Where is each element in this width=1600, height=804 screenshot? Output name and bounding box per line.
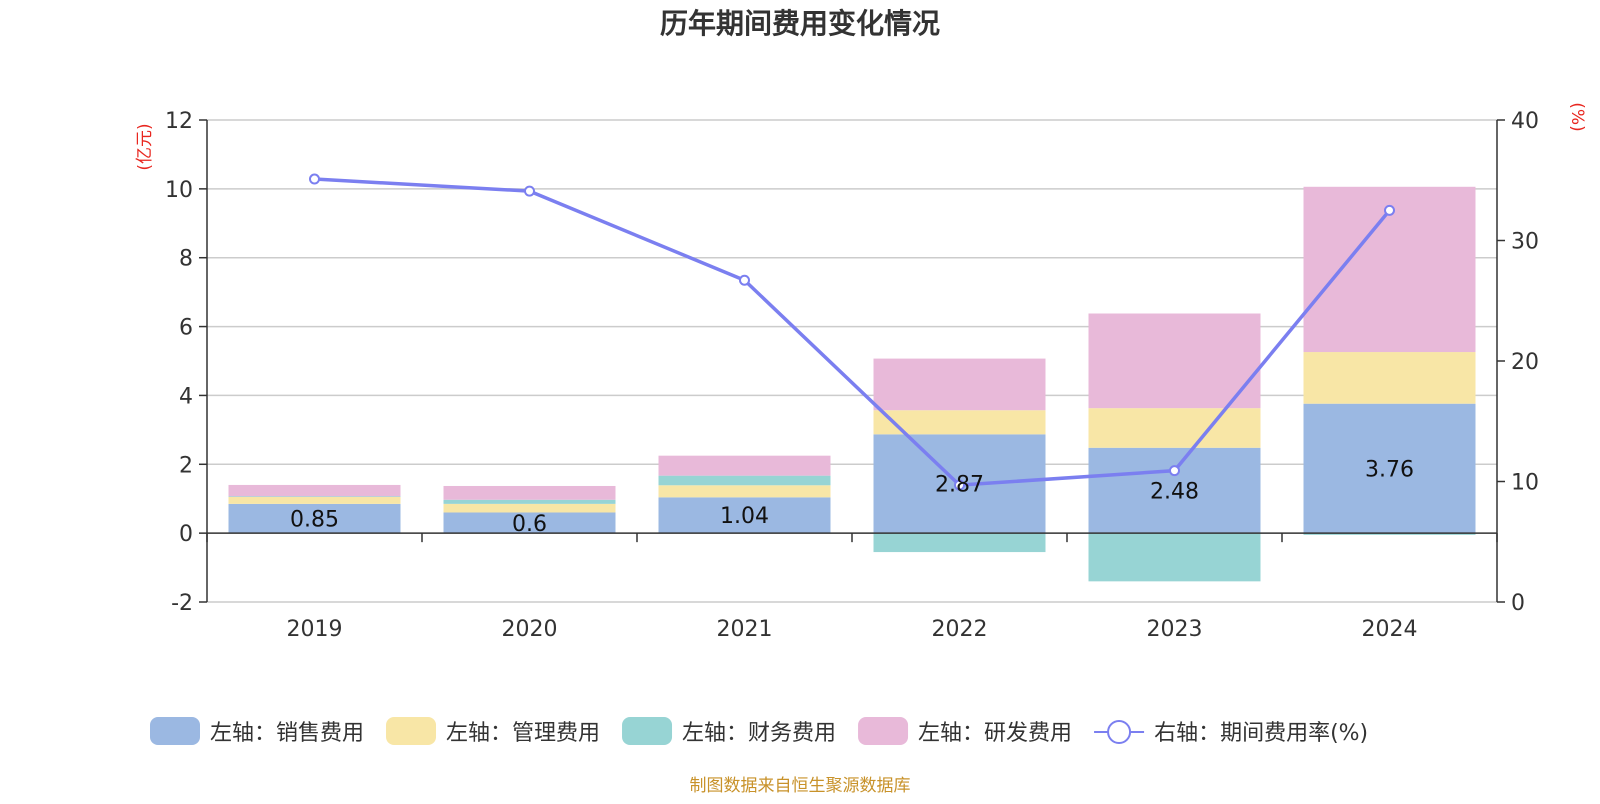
rate-line [309,173,1395,491]
bar-segment [873,533,1046,553]
left-tick-label: 0 [179,522,193,547]
bar-segment [873,358,1046,411]
bar-segment [228,496,401,497]
legend-label: 右轴：期间费用率(%) [1154,721,1368,746]
legend-label: 左轴：财务费用 [682,721,836,746]
legend-label: 左轴：销售费用 [210,721,364,746]
bar-segment [1088,313,1261,409]
legend-label: 左轴：管理费用 [446,721,600,746]
bar-segment [1303,533,1476,535]
left-tick-label: -2 [171,591,193,616]
rate-point [954,479,965,491]
bar-segment [1088,447,1261,534]
rate-line-path [314,177,1391,487]
data-labels: 0.85 0.6 1.04 2.87 2.48 3.76 [290,457,1414,536]
x-tick-label: 2023 [1147,617,1203,642]
rate-point [524,185,535,197]
left-tick-label: 4 [179,384,193,409]
left-tick-label: 2 [179,453,193,478]
x-tick-label: 2024 [1362,617,1418,642]
rate-point [1384,204,1395,216]
bar-segment [443,499,616,504]
bars [228,186,1476,582]
left-tick-label: 8 [179,247,193,272]
grid-lines [207,119,1497,603]
source-note: 制图数据来自恒生聚源数据库 [690,776,911,796]
bar-segment [658,455,831,476]
legend-swatch [622,717,673,745]
bar-segment [228,503,401,534]
data-label: 3.76 [1365,457,1414,482]
right-tick-label: 0 [1511,591,1525,616]
legend: 左轴：销售费用 左轴：管理费用 左轴：财务费用 左轴：研发费用 右轴：期间费用率(%) [150,717,1368,746]
rate-point [739,274,750,286]
bar-segment [443,503,616,513]
bar-segment [228,484,401,497]
bar-segment [443,485,616,500]
bar-segment [658,485,831,498]
legend-marker [1107,720,1132,744]
legend-label: 左轴：研发费用 [918,721,1072,746]
right-axis-unit: (%) [1567,102,1587,131]
bar-segment [1088,533,1261,582]
data-label: 2.87 [935,473,984,498]
bar-segment [1303,403,1476,534]
x-tick-label: 2021 [717,617,773,642]
data-label: 2.48 [1150,479,1199,504]
bar-segment [873,410,1046,435]
bar-segment [658,475,831,486]
bar-segment [443,512,616,534]
legend-swatch [150,717,200,745]
right-tick-label: 20 [1511,350,1539,375]
axes: -2 0 2 4 6 8 10 12 0 10 20 30 40 2019 2020 2021 2022 2023… [165,109,1539,642]
legend-swatch [386,717,437,745]
x-tick-label: 2020 [502,617,558,642]
data-label: 1.04 [720,504,769,529]
bar-segment [658,497,831,534]
bar-segment [1088,408,1261,448]
bar-segment [1303,352,1476,404]
rate-point [309,173,320,185]
left-tick-label: 12 [165,109,193,134]
right-tick-label: 40 [1511,109,1539,134]
right-tick-label: 10 [1511,471,1539,496]
left-tick-label: 10 [165,178,193,203]
data-label: 0.6 [512,512,547,537]
x-tick-label: 2022 [932,617,988,642]
right-tick-label: 30 [1511,230,1539,255]
data-label: 0.85 [290,508,339,533]
bar-segment [228,496,401,504]
legend-swatch [858,717,909,745]
rate-point [1169,465,1180,477]
chart-title: 历年期间费用变化情况 [660,7,940,40]
left-tick-label: 6 [179,316,193,341]
x-tick-label: 2019 [287,617,343,642]
left-axis-unit: (亿元) [135,123,155,170]
